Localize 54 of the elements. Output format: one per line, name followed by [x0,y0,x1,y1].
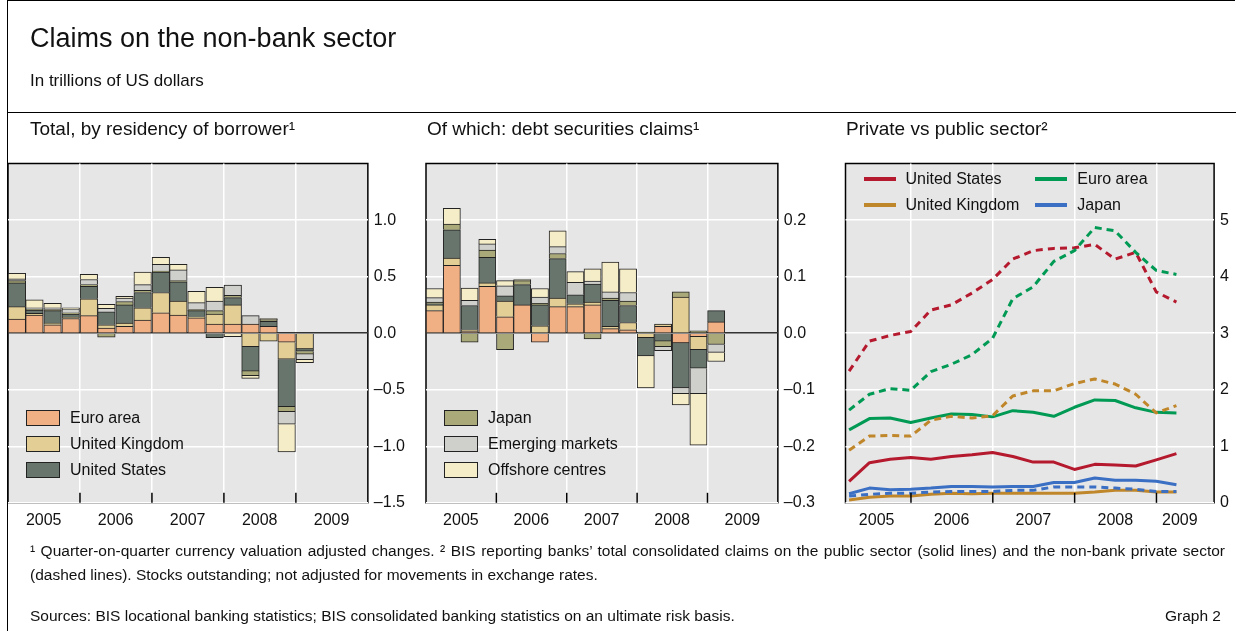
y-tick-label: –0.3 [783,493,816,511]
y-tick-label: 1.0 [373,210,397,228]
y-tick-label: 0.0 [373,323,397,341]
y-tick-label: 4 [1220,267,1230,285]
y-tick-label: 0.2 [783,210,807,228]
caption: Graph 2 [1164,607,1221,625]
x-tick-label: 2006 [513,510,550,528]
legend-label: Euro area [1077,168,1148,189]
legend-label: Offshore centres [488,459,606,480]
x-tick-label: 2005 [858,510,895,528]
chart-title: Total, by residency of borrower¹ [30,118,296,140]
line-series [847,242,1178,373]
chart-title: Private vs public sector² [846,118,1048,140]
text: ¹ Quarter-on-quarter currency valuation adjusted changes. ² BIS reporting banks’ total consolidated claims on the public sector (solid lines) and the non-bank private sector (dashed lines). Stocks outstanding; not adjusted for movements in exchange rates. [30,541,1225,585]
legend-label: Japan [1077,194,1121,215]
x-tick-label: 2006 [97,510,134,528]
x-tick-label: 2008 [1097,510,1134,528]
x-tick-label: 2007 [1015,510,1052,528]
x-tick-label: 2007 [169,510,206,528]
y-tick-label: 2 [1220,380,1230,398]
legend-label: Euro area [70,407,141,428]
y-tick-label: 1 [1220,436,1230,454]
y-tick-label: 0 [1220,493,1230,511]
y-tick-label: –1.0 [373,436,406,454]
x-tick-label: 2009 [1162,510,1198,528]
y-tick-label: 3 [1220,323,1230,341]
text: Claims on the non-bank sector [30,23,397,54]
legend-label: United Kingdom [905,194,1020,215]
legend-label: United States [70,459,167,480]
source-note: Sources: BIS locational banking statistics; BIS consolidated banking statistics on an ultimate risk basis. [30,607,735,625]
legend-label: United Kingdom [70,433,184,454]
x-tick-label: 2005 [443,510,479,528]
y-tick-label: 5 [1220,210,1230,228]
x-tick-label: 2009 [724,510,761,528]
y-tick-label: 0.5 [373,267,397,285]
x-tick-label: 2008 [241,510,278,528]
legend-label: Japan [488,407,532,428]
y-tick-label: 0.0 [783,323,807,341]
line-series [847,377,1178,452]
x-tick-label: 2005 [25,510,62,528]
chart-title: Of which: debt securities claims¹ [427,118,700,140]
y-tick-label: –0.1 [783,380,816,398]
text: In trillions of US dollars [30,71,204,91]
x-tick-label: 2006 [933,510,970,528]
line-series [847,225,1178,412]
x-tick-label: 2009 [313,510,350,528]
y-tick-label: –0.5 [373,380,406,398]
legend-label: Emerging markets [488,433,618,454]
x-tick-label: 2007 [583,510,620,528]
x-tick-label: 2008 [654,510,691,528]
y-tick-label: –1.5 [373,493,406,511]
y-tick-label: 0.1 [783,267,807,285]
y-tick-label: –0.2 [783,436,816,454]
legend-label: United States [905,168,1002,189]
